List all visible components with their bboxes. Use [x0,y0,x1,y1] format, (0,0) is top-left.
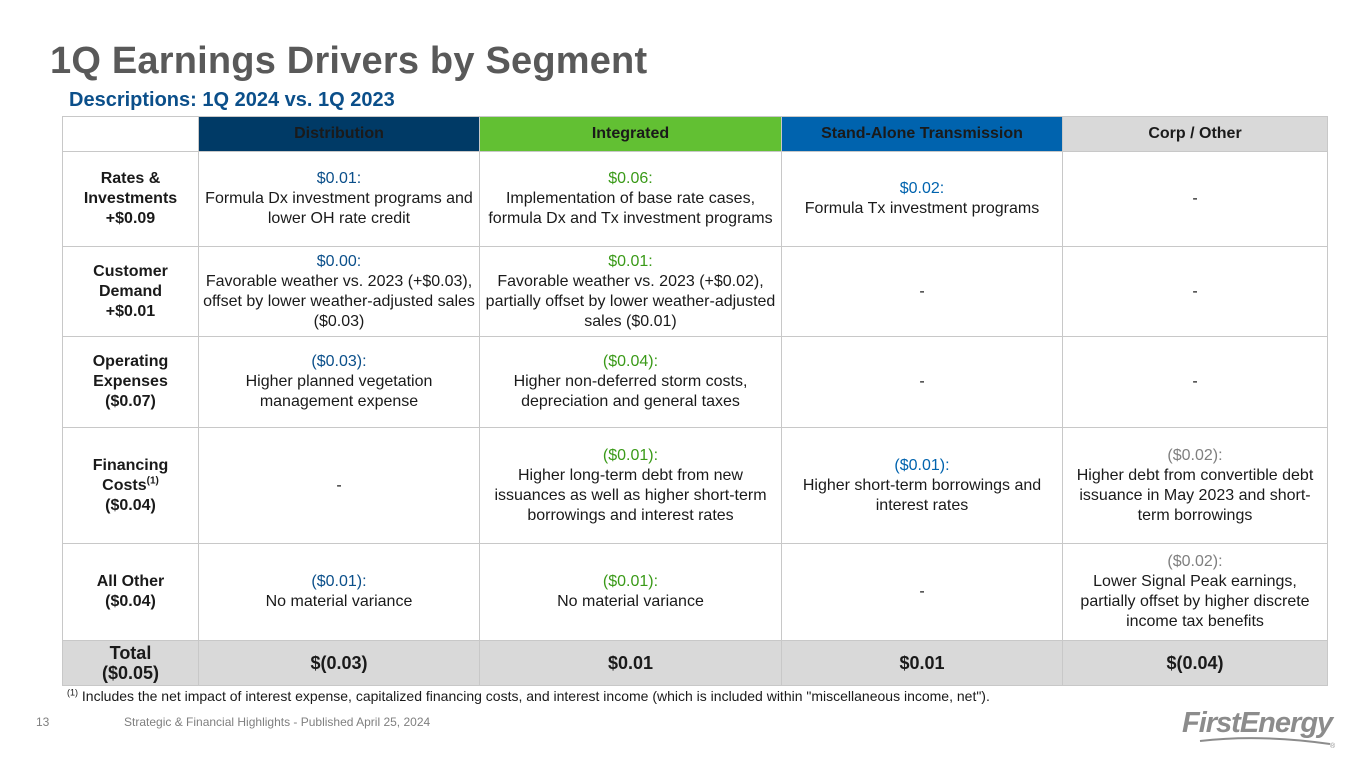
driver-description: Higher planned vegetation management exp… [245,373,433,410]
table-row-financing-costs: Financing Costs(1) ($0.04) - ($0.01): Hi… [62,427,1328,544]
row-label-value: +$0.01 [105,302,156,320]
total-corp: $(0.04) [1062,640,1328,686]
driver-description: Favorable weather vs. 2023 (+$0.02), par… [485,272,776,330]
cell-demand-sat: - [781,246,1063,337]
footnote-marker: (1) [67,687,78,698]
cell-other-integrated: ($0.01): No material variance [479,543,782,641]
driver-description: Formula Tx investment programs [804,200,1040,217]
driver-amount: ($0.01): [602,573,659,590]
total-integrated: $0.01 [479,640,782,686]
cell-opex-corp: - [1062,336,1328,428]
driver-amount: ($0.01): [602,446,659,464]
row-label-value: +$0.09 [105,210,156,227]
earnings-drivers-table: Distribution Integrated Stand-Alone Tran… [62,116,1328,686]
driver-description: Higher debt from convertible debt issuan… [1076,466,1314,524]
table-row-all-other: All Other ($0.04) ($0.01): No material v… [62,543,1328,641]
driver-description: Higher long-term debt from new issuances… [494,466,767,524]
driver-amount: ($0.04): [602,353,659,370]
footnote: (1) Includes the net impact of interest … [67,688,990,704]
cell-rates-distribution: $0.01: Formula Dx investment programs an… [198,151,480,247]
cell-demand-distribution: $0.00: Favorable weather vs. 2023 (+$0.0… [198,246,480,337]
logo-text: FirstEnergy [1182,707,1335,739]
column-header-integrated: Integrated [479,116,782,152]
driver-amount: $0.06: [608,170,653,187]
row-label-line: Demand [98,282,163,300]
driver-description: No material variance [557,593,704,610]
driver-amount: $0.01: [316,170,362,187]
cell-other-sat: - [781,543,1063,641]
cell-other-corp: ($0.02): Lower Signal Peak earnings, par… [1062,543,1328,641]
publication-note: Strategic & Financial Highlights - Publi… [124,715,431,729]
row-label-line: Customer [93,262,168,280]
driver-amount: $0.01: [608,252,653,270]
cell-demand-integrated: $0.01: Favorable weather vs. 2023 (+$0.0… [479,246,782,337]
cell-financing-sat: ($0.01): Higher short-term borrowings an… [781,427,1063,544]
logo-registered-mark: ® [1330,742,1336,750]
driver-description: No material variance [265,593,413,610]
row-label-rates-investments: Rates & Investments +$0.09 [62,151,199,247]
page-title: 1Q Earnings Drivers by Segment [50,40,648,82]
logo-swoosh [1199,737,1331,745]
driver-amount: ($0.02): [1167,553,1223,570]
cell-opex-distribution: ($0.03): Higher planned vegetation manag… [198,336,480,428]
row-label-customer-demand: Customer Demand +$0.01 [62,246,199,337]
driver-amount: $0.02: [899,180,945,197]
row-label-value: ($0.07) [105,393,156,410]
column-header-corp-other: Corp / Other [1062,116,1328,152]
total-sat: $0.01 [781,640,1063,686]
row-label-line: Costs(1) [66,476,195,496]
table-row-rates-investments: Rates & Investments +$0.09 $0.01: Formul… [62,151,1328,247]
row-label-line: All Other [96,573,165,590]
driver-amount: ($0.01): [894,456,950,474]
footnote-text: Includes the net impact of interest expe… [81,688,990,704]
row-label-line: Expenses [93,373,168,390]
row-label-all-other: All Other ($0.04) [62,543,199,641]
cell-demand-corp: - [1062,246,1328,337]
cell-financing-integrated: ($0.01): Higher long-term debt from new … [479,427,782,544]
column-header-stand-alone-transmission: Stand-Alone Transmission [781,116,1063,152]
row-label-value: ($0.05) [101,663,160,683]
driver-amount: $0.00: [316,252,362,270]
driver-description: Implementation of base rate cases, formu… [488,190,773,227]
cell-rates-sat: $0.02: Formula Tx investment programs [781,151,1063,247]
row-label-line: Financing [92,456,169,474]
cell-opex-integrated: ($0.04): Higher non-deferred storm costs… [479,336,782,428]
driver-amount: ($0.02): [1167,446,1223,464]
row-label-value: ($0.04) [105,593,156,610]
row-label-value: ($0.04) [105,496,156,514]
row-label-line: Total [109,643,152,663]
cell-rates-corp: - [1062,151,1328,247]
driver-description: Higher short-term borrowings and interes… [802,476,1042,514]
driver-description: Favorable weather vs. 2023 (+$0.03), off… [203,272,475,330]
table-header-row: Distribution Integrated Stand-Alone Tran… [62,116,1328,152]
table-row-total: Total ($0.05) $(0.03) $0.01 $0.01 $(0.04… [62,640,1328,686]
cell-financing-distribution: - [198,427,480,544]
driver-amount: ($0.01): [311,573,367,590]
firstenergy-logo: FirstEnergy ® [1182,707,1336,750]
table-row-operating-expenses: Operating Expenses ($0.07) ($0.03): High… [62,336,1328,428]
page-number: 13 [36,715,50,729]
row-label-line: Investments [83,190,178,207]
header-blank-cell [62,116,199,152]
footnote-marker: (1) [146,475,159,487]
row-label-text: Costs [102,476,147,494]
cell-financing-corp: ($0.02): Higher debt from convertible de… [1062,427,1328,544]
page-subtitle: Descriptions: 1Q 2024 vs. 1Q 2023 [69,89,395,111]
row-label-total: Total ($0.05) [62,640,199,686]
row-label-line: Rates & [100,170,161,187]
driver-amount: ($0.03): [311,353,367,370]
driver-description: Lower Signal Peak earnings, partially of… [1080,573,1310,630]
row-label-line: Operating [92,353,169,370]
cell-other-distribution: ($0.01): No material variance [198,543,480,641]
cell-rates-integrated: $0.06: Implementation of base rate cases… [479,151,782,247]
driver-description: Higher non-deferred storm costs, depreci… [513,373,748,410]
driver-description: Formula Dx investment programs and lower… [205,190,473,227]
cell-opex-sat: - [781,336,1063,428]
table-row-customer-demand: Customer Demand +$0.01 $0.00: Favorable … [62,246,1328,337]
row-label-operating-expenses: Operating Expenses ($0.07) [62,336,199,428]
row-label-financing-costs: Financing Costs(1) ($0.04) [62,427,199,544]
column-header-distribution: Distribution [198,116,480,152]
total-distribution: $(0.03) [198,640,480,686]
